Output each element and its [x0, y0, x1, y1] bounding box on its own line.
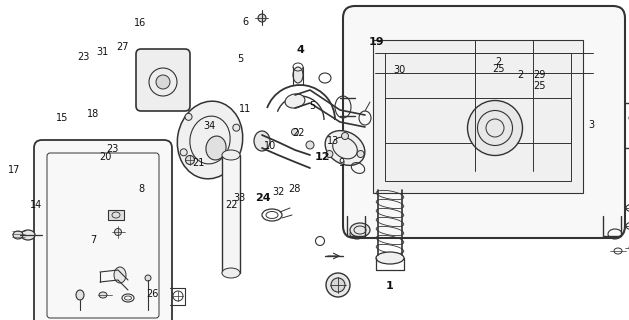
Ellipse shape: [376, 252, 404, 264]
Ellipse shape: [222, 268, 240, 278]
Bar: [222, 155, 240, 273]
Text: 28: 28: [288, 184, 301, 194]
Text: 6: 6: [242, 17, 248, 27]
Text: 7: 7: [90, 235, 96, 245]
Ellipse shape: [21, 230, 35, 240]
FancyBboxPatch shape: [136, 49, 190, 111]
Text: 17: 17: [8, 164, 20, 175]
Ellipse shape: [185, 113, 192, 120]
Ellipse shape: [156, 75, 170, 89]
Text: 21: 21: [192, 158, 204, 168]
Ellipse shape: [145, 275, 151, 281]
Text: 4: 4: [297, 44, 304, 55]
Text: 12: 12: [315, 152, 330, 162]
Ellipse shape: [285, 94, 305, 108]
Ellipse shape: [306, 141, 314, 149]
Text: 14: 14: [30, 200, 43, 210]
Ellipse shape: [228, 160, 235, 167]
Text: 2: 2: [496, 57, 502, 68]
Text: 23: 23: [77, 52, 90, 62]
Ellipse shape: [254, 131, 270, 151]
Text: 9: 9: [338, 158, 345, 168]
Ellipse shape: [206, 136, 226, 160]
Text: 15: 15: [55, 113, 68, 124]
Text: 3: 3: [588, 120, 594, 130]
Text: 18: 18: [87, 108, 99, 119]
Ellipse shape: [222, 150, 240, 160]
FancyBboxPatch shape: [34, 140, 172, 320]
Bar: [108, 210, 124, 220]
Text: 32: 32: [272, 187, 285, 197]
Text: 31: 31: [96, 47, 109, 57]
Ellipse shape: [325, 131, 365, 165]
Text: 27: 27: [116, 42, 129, 52]
Ellipse shape: [233, 124, 240, 131]
Ellipse shape: [258, 14, 266, 22]
Text: 20: 20: [99, 152, 112, 162]
Text: 22: 22: [225, 200, 238, 210]
Ellipse shape: [99, 292, 107, 298]
Text: 24: 24: [255, 193, 270, 204]
Ellipse shape: [186, 156, 194, 164]
Ellipse shape: [326, 150, 333, 157]
Text: 29: 29: [533, 70, 546, 80]
Ellipse shape: [342, 132, 348, 140]
Ellipse shape: [177, 101, 243, 179]
Ellipse shape: [13, 231, 23, 239]
Ellipse shape: [350, 223, 370, 237]
Text: 8: 8: [138, 184, 145, 194]
Bar: [385, 98, 571, 143]
Ellipse shape: [467, 100, 523, 156]
Ellipse shape: [326, 273, 350, 297]
Text: 1: 1: [386, 281, 394, 292]
Ellipse shape: [180, 149, 187, 156]
Text: 33: 33: [233, 193, 245, 204]
Text: 10: 10: [264, 140, 277, 151]
Text: 25: 25: [493, 64, 505, 74]
Ellipse shape: [331, 278, 345, 292]
Ellipse shape: [76, 290, 84, 300]
Text: 11: 11: [239, 104, 252, 114]
Text: 30: 30: [393, 65, 406, 75]
Bar: [385, 53, 571, 181]
FancyBboxPatch shape: [343, 6, 625, 238]
Text: 13: 13: [327, 136, 340, 146]
Text: 23: 23: [106, 144, 118, 154]
Text: 16: 16: [134, 18, 147, 28]
Text: 26: 26: [147, 289, 159, 300]
Ellipse shape: [293, 67, 303, 83]
Ellipse shape: [291, 129, 299, 135]
Text: 19: 19: [369, 36, 384, 47]
Text: 5: 5: [237, 54, 243, 64]
Text: 22: 22: [292, 128, 305, 138]
Bar: [373, 40, 583, 193]
Text: 25: 25: [533, 81, 546, 91]
Ellipse shape: [114, 267, 126, 283]
Ellipse shape: [357, 150, 364, 157]
Text: 34: 34: [203, 121, 216, 132]
Text: 2: 2: [518, 70, 524, 80]
Text: 5: 5: [309, 100, 316, 111]
Ellipse shape: [114, 228, 121, 236]
